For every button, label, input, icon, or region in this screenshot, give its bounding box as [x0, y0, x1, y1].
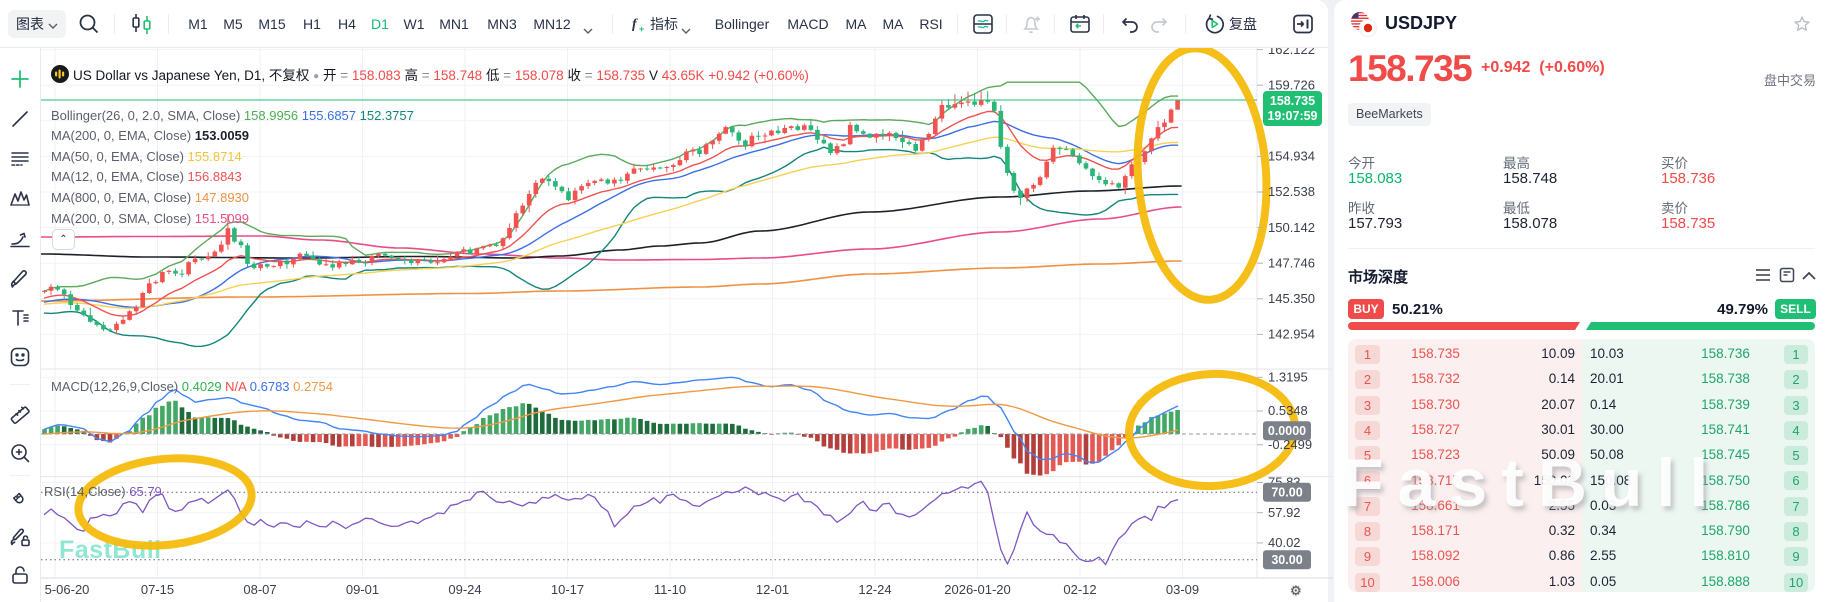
- svg-text:142.954: 142.954: [1268, 327, 1315, 342]
- svg-text:40.02: 40.02: [1268, 535, 1301, 550]
- svg-text:150.142: 150.142: [1268, 220, 1315, 235]
- svg-text:19:07:59: 19:07:59: [1267, 109, 1317, 123]
- svg-text:+: +: [639, 24, 644, 33]
- svg-text:03-09: 03-09: [1166, 582, 1199, 597]
- svg-text:0.0000: 0.0000: [1268, 424, 1306, 438]
- svg-text:158.735: 158.735: [1270, 94, 1315, 108]
- svg-text:70.00: 70.00: [1271, 486, 1302, 500]
- svg-text:1.3195: 1.3195: [1268, 370, 1308, 385]
- svg-text:10-17: 10-17: [551, 582, 584, 597]
- svg-text:02-12: 02-12: [1063, 582, 1096, 597]
- svg-text:0.5348: 0.5348: [1268, 403, 1308, 418]
- svg-text:145.350: 145.350: [1268, 291, 1315, 306]
- svg-text:159.726: 159.726: [1268, 77, 1315, 92]
- svg-text:12-01: 12-01: [756, 582, 789, 597]
- svg-text:2026-01-20: 2026-01-20: [944, 582, 1011, 597]
- svg-text:5-06-20: 5-06-20: [45, 582, 90, 597]
- svg-text:154.934: 154.934: [1268, 149, 1315, 164]
- svg-text:07-15: 07-15: [141, 582, 174, 597]
- svg-text:08-07: 08-07: [243, 582, 276, 597]
- svg-text:147.746: 147.746: [1268, 255, 1315, 270]
- svg-text:09-24: 09-24: [448, 582, 481, 597]
- svg-text:-0.2499: -0.2499: [1268, 437, 1312, 452]
- svg-text:09-01: 09-01: [346, 582, 379, 597]
- svg-text:30.00: 30.00: [1271, 553, 1302, 567]
- svg-text:11-10: 11-10: [654, 582, 686, 597]
- svg-text:12-24: 12-24: [858, 582, 891, 597]
- svg-text:57.92: 57.92: [1268, 505, 1301, 520]
- svg-text:152.538: 152.538: [1268, 184, 1315, 199]
- svg-text:f: f: [632, 17, 638, 32]
- svg-text:⚙: ⚙: [1290, 583, 1302, 598]
